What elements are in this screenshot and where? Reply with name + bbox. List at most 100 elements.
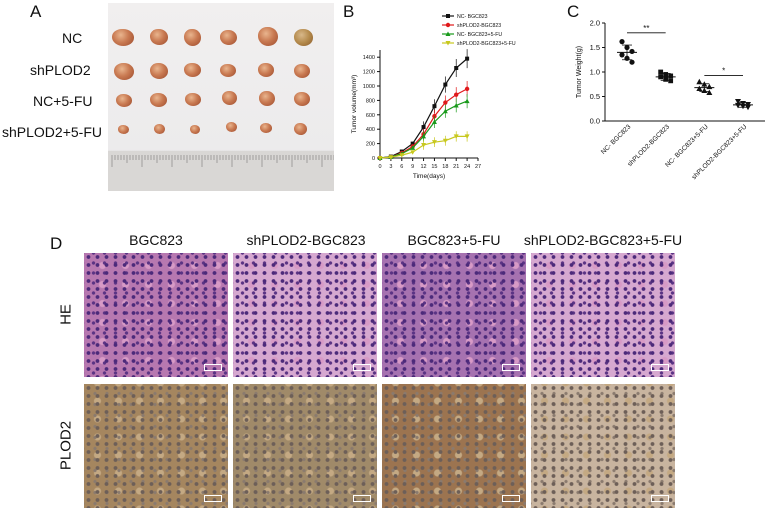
column-title: BGC823 [129, 232, 183, 248]
legend-label: shPLOD2-BGC823 [457, 23, 501, 29]
panel-a-row-label: shPLOD2+5-FU [2, 124, 102, 140]
data-point [629, 59, 635, 65]
data-point [410, 141, 415, 146]
data-point [410, 150, 416, 155]
y-tick-label: 0 [372, 156, 375, 162]
x-tick-label: 24 [464, 164, 470, 170]
data-point [735, 99, 741, 105]
data-point [663, 76, 669, 82]
x-tick-label: 27 [475, 164, 481, 170]
data-point [431, 140, 437, 145]
tumor-volume-chart: 0 200 400 600 800 1000 1200 1400 0 3 6 9 12 15 18 21 24 2… [351, 14, 516, 180]
significance-label: * [722, 66, 725, 75]
ihc-image-shplod2-5fu [531, 384, 675, 508]
panel-a-row-label: NC [62, 30, 83, 46]
legend-label: NC- BGC823+5-FU [457, 32, 502, 38]
data-point [668, 78, 674, 84]
data-point [421, 125, 426, 130]
data-point [696, 78, 703, 85]
data-point [445, 41, 451, 46]
data-point [431, 119, 437, 124]
data-point [668, 73, 674, 79]
he-image-bgc823 [84, 253, 228, 377]
legend-label: shPLOD2-BGC823+5-FU [457, 41, 516, 47]
data-point [629, 48, 635, 55]
data-point [745, 104, 751, 111]
y-tick-label: 1000 [363, 84, 375, 90]
panel-a-row-label: shPLOD2 [30, 62, 91, 78]
data-point [421, 133, 427, 139]
tumor [150, 63, 168, 79]
data-point [445, 22, 451, 28]
y-tick-label: 1.0 [590, 68, 600, 77]
data-point [410, 145, 416, 150]
ruler [108, 151, 334, 191]
category-label: NC- BGC823 [600, 123, 633, 156]
tumor-photo [108, 3, 334, 191]
data-point [619, 52, 625, 58]
y-axis-label: Tumor Weight(g) [576, 46, 583, 98]
data-point [701, 87, 708, 94]
data-point [421, 143, 427, 148]
ihc-image-bgc823 [84, 384, 228, 508]
data-point [453, 134, 459, 139]
column-title: shPLOD2-BGC823 [246, 232, 366, 248]
data-point [465, 56, 470, 61]
x-tick-label: 15 [431, 164, 437, 170]
significance-label: ** [643, 24, 649, 33]
x-tick-label: 0 [378, 164, 381, 170]
data-point [377, 156, 383, 161]
he-image-shplod2-5fu [531, 253, 675, 377]
data-point [445, 31, 451, 36]
tumor [258, 27, 278, 46]
column-title: BGC823+5-FU [407, 232, 501, 248]
y-tick-label: 0.0 [590, 117, 600, 126]
tumor [226, 122, 237, 132]
tumor [184, 29, 201, 46]
panel-b-letter: B [343, 2, 355, 21]
tumor [118, 125, 129, 134]
data-point [619, 39, 625, 45]
tumor [294, 64, 310, 78]
row-title-plod2: PLOD2 [57, 420, 75, 471]
data-point [706, 89, 713, 95]
data-point [696, 85, 703, 92]
ihc-image-shplod2 [233, 384, 377, 508]
data-point [443, 100, 448, 105]
y-tick-label: 2.0 [590, 19, 600, 28]
data-point [454, 92, 459, 97]
data-point [464, 134, 470, 139]
data-point [663, 72, 669, 77]
tumor [259, 91, 275, 106]
data-point [399, 153, 405, 158]
tumor [154, 124, 165, 134]
y-axis-label: Tumor volume(mm³) [351, 75, 358, 134]
category-label: NC- BGC823+5-FU [664, 123, 710, 169]
tumor [112, 29, 134, 46]
category-label: shPLOD2-BGC823 [626, 123, 671, 168]
tumor [294, 123, 307, 135]
y-tick-label: 600 [366, 113, 375, 119]
y-tick-label: 1400 [363, 55, 375, 61]
x-axis-label: Time(days) [413, 173, 445, 180]
y-tick-label: 1.5 [590, 43, 600, 52]
y-tick-label: 0.5 [590, 92, 600, 101]
x-tick-label: 6 [400, 164, 403, 170]
panel-c-letter: C [567, 2, 580, 21]
x-tick-label: 3 [389, 164, 392, 170]
he-image-shplod2 [233, 253, 377, 377]
data-point [464, 98, 470, 104]
he-image-bgc823-5fu [382, 253, 526, 377]
tumor [294, 92, 310, 106]
row-title-he: HE [57, 304, 75, 325]
x-tick-label: 9 [411, 164, 414, 170]
panel-a-letter: A [30, 2, 42, 21]
panel-a-row-label: NC+5-FU [33, 93, 93, 109]
data-point [454, 66, 459, 70]
x-tick-label: 12 [420, 164, 426, 170]
x-tick-label: 21 [453, 164, 459, 170]
panel-d-letter: D [50, 234, 63, 253]
data-point [624, 44, 630, 51]
data-point [706, 83, 713, 90]
tumor [220, 64, 236, 77]
